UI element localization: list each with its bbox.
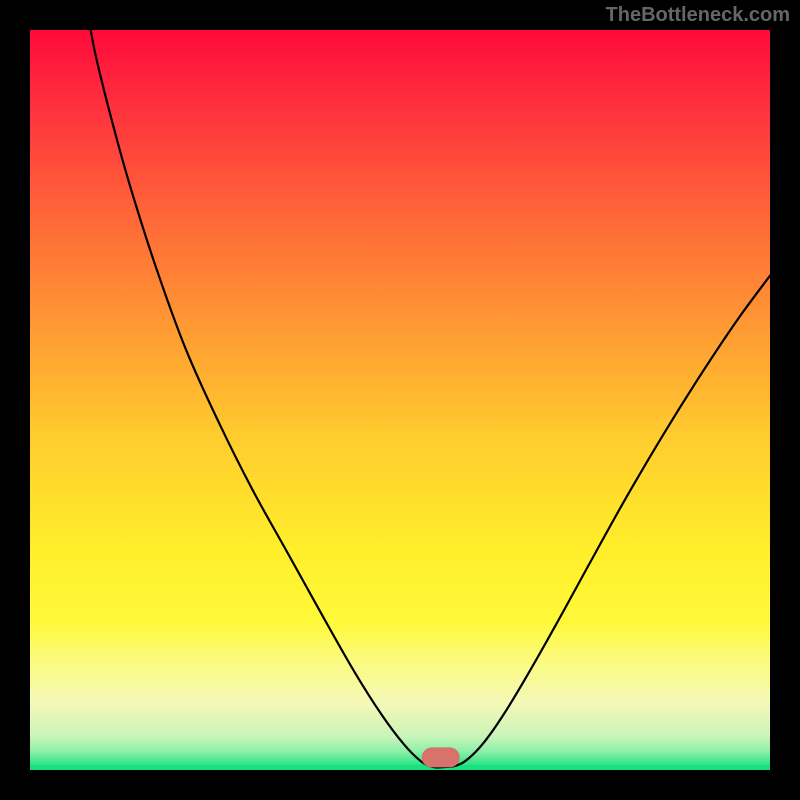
chart-gradient-background <box>30 30 770 770</box>
optimal-marker <box>422 747 460 767</box>
chart-container: TheBottleneck.com <box>0 0 800 800</box>
chart-green-strip <box>30 765 770 770</box>
bottleneck-curve-chart <box>0 0 800 800</box>
watermark-text: TheBottleneck.com <box>606 4 790 27</box>
